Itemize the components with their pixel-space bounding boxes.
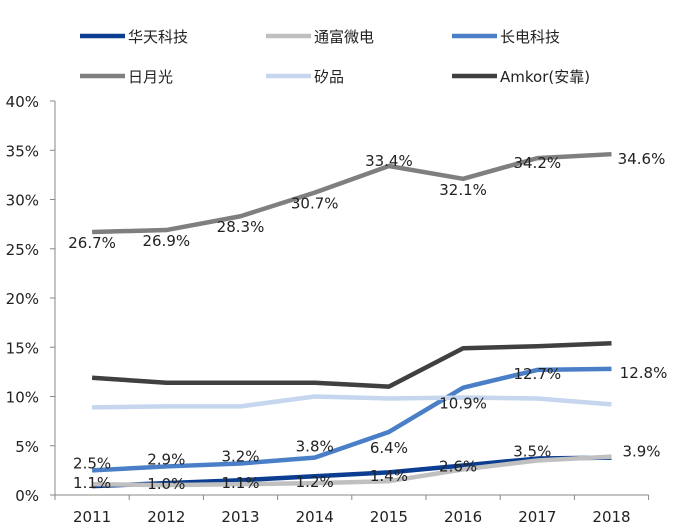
x-tick-label: 2014 (296, 508, 334, 526)
x-tick-label: 2011 (73, 508, 111, 526)
data-label: 3.5% (513, 443, 551, 461)
y-tick-label: 10% (6, 389, 39, 407)
data-label: 10.9% (439, 395, 487, 413)
data-label: 1.2% (296, 473, 334, 491)
legend-label: 矽品 (314, 68, 344, 86)
y-tick-label: 0% (15, 487, 39, 505)
data-label: 12.7% (513, 365, 561, 383)
data-label: 30.7% (291, 195, 339, 213)
data-label: 34.6% (618, 150, 666, 168)
data-label: 2.6% (439, 457, 477, 475)
series-line-0 (92, 455, 612, 489)
data-label: 1.1% (73, 474, 111, 492)
legend-label: 长电科技 (500, 28, 560, 46)
legend-label: Amkor(安靠) (500, 68, 590, 86)
x-tick-label: 2016 (444, 508, 482, 526)
data-label: 1.4% (370, 467, 408, 485)
x-tick-label: 2013 (221, 508, 259, 526)
data-label: 3.8% (296, 438, 334, 456)
y-tick-label: 20% (6, 290, 39, 308)
legend-label: 通富微电 (314, 28, 374, 46)
x-tick-label: 2017 (518, 508, 556, 526)
data-label: 28.3% (217, 218, 265, 236)
data-label: 1.1% (221, 474, 259, 492)
data-label: 3.9% (622, 443, 660, 461)
series-line-2 (91, 366, 612, 473)
data-label: 33.4% (365, 152, 413, 170)
y-tick-label: 30% (6, 192, 39, 210)
data-label: 6.4% (370, 439, 408, 457)
data-label: 26.9% (142, 232, 190, 250)
y-tick-label: 25% (6, 241, 39, 259)
x-tick-label: 2018 (592, 508, 630, 526)
series-line-5 (91, 341, 612, 389)
data-label: 12.8% (620, 364, 668, 382)
x-tick-label: 2012 (147, 508, 185, 526)
data-label: 26.7% (68, 234, 116, 252)
x-tick-label: 2015 (370, 508, 408, 526)
series-line-4 (92, 394, 612, 410)
series-line-1 (92, 454, 612, 488)
data-label: 2.5% (73, 454, 111, 472)
series-line-3 (92, 151, 612, 235)
data-label: 1.0% (147, 475, 185, 493)
data-label: 2.9% (147, 450, 185, 468)
y-tick-label: 40% (6, 93, 39, 111)
data-label: 32.1% (439, 181, 487, 199)
y-tick-label: 15% (6, 339, 39, 357)
data-label: 3.2% (221, 447, 259, 465)
legend-label: 日月光 (128, 68, 173, 86)
y-tick-label: 5% (15, 438, 39, 456)
data-label: 34.2% (513, 154, 561, 172)
legend-label: 华天科技 (128, 28, 188, 46)
y-tick-label: 35% (6, 142, 39, 160)
